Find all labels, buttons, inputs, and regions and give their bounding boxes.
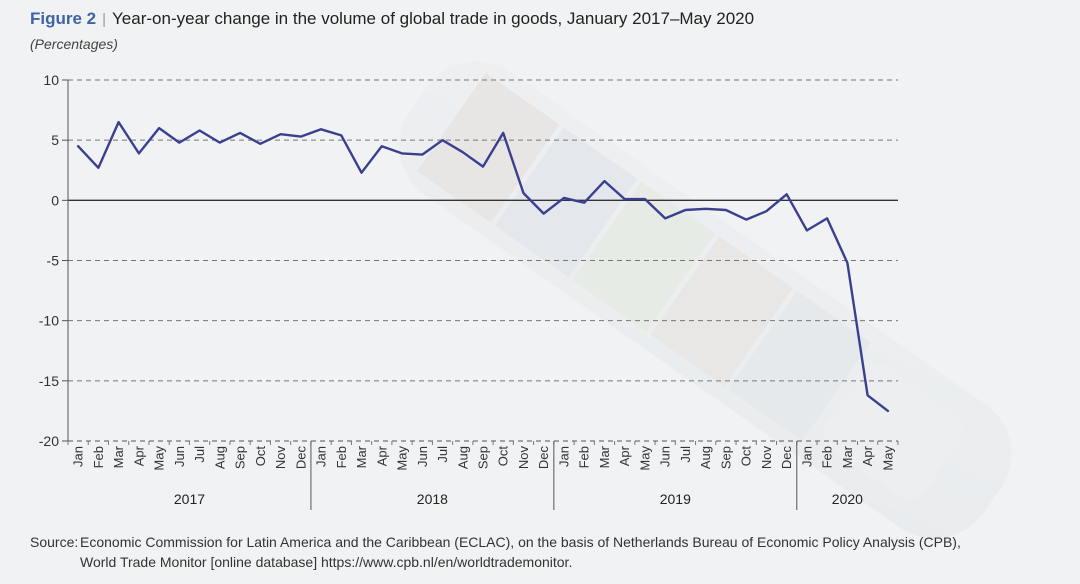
month-label: Sep	[476, 446, 491, 469]
month-label: Jul	[678, 446, 693, 463]
month-label: Apr	[617, 445, 632, 466]
month-label: May	[637, 446, 652, 471]
figure-label: Figure 2	[30, 9, 97, 28]
month-label: Feb	[91, 446, 106, 468]
tick-label-layer: 10 5 0 -5 -10 -15 -20 Jan Feb Mar Apr May Jun Jul Aug S…	[39, 72, 896, 507]
month-label: Dec	[536, 446, 551, 470]
y-tick-label: -5	[47, 253, 60, 269]
month-label: May	[880, 446, 895, 471]
month-label: Jul	[435, 446, 450, 463]
month-label: Nov	[273, 446, 288, 470]
month-label: Jun	[415, 446, 430, 467]
month-label: Jan	[314, 446, 329, 467]
month-label: May	[152, 446, 167, 471]
month-label: Nov	[759, 446, 774, 470]
month-label: Mar	[354, 445, 369, 468]
month-label: Jul	[192, 446, 207, 463]
month-label: Aug	[212, 446, 227, 469]
series-line	[76, 120, 890, 413]
y-tick-label: 5	[51, 132, 59, 148]
grid-layer	[68, 79, 898, 382]
axis-layer	[62, 79, 899, 510]
source-line-1: Economic Commission for Latin America an…	[80, 534, 961, 550]
source-label: Source:	[30, 534, 79, 550]
month-label: Mar	[111, 445, 126, 468]
year-label: 2019	[660, 491, 691, 507]
month-label: Jun	[172, 446, 187, 467]
month-label: Sep	[718, 446, 733, 469]
month-label: Feb	[334, 446, 349, 468]
month-label: Jun	[658, 446, 673, 467]
y-tick-label: -10	[39, 313, 59, 329]
y-tick-label: -20	[39, 433, 59, 449]
month-label: Jan	[556, 446, 571, 467]
figure-title: Year-on-year change in the volume of glo…	[112, 9, 755, 28]
y-tick-label: -15	[39, 373, 59, 389]
year-label: 2020	[832, 491, 863, 507]
month-label: Jan	[71, 446, 86, 467]
series-layer	[76, 120, 890, 413]
month-label: Jan	[799, 446, 814, 467]
month-label: Apr	[374, 445, 389, 466]
month-label: Aug	[455, 446, 470, 469]
month-label: Feb	[577, 446, 592, 468]
month-label: Feb	[820, 446, 835, 468]
month-label: May	[395, 446, 410, 471]
month-label: Apr	[860, 445, 875, 466]
figure-separator: |	[102, 11, 107, 28]
y-tick-label: 10	[43, 72, 59, 88]
figure-header: Figure 2 | Year-on-year change in the volu…	[30, 9, 754, 29]
y-tick-label: 0	[51, 192, 59, 208]
year-label: 2018	[417, 491, 448, 507]
month-label: Mar	[840, 445, 855, 468]
source-note: Source: Economic Commission for Latin Ame…	[30, 532, 1070, 572]
month-label: Oct	[496, 446, 511, 467]
month-label: Oct	[739, 446, 754, 467]
year-label: 2017	[174, 491, 205, 507]
month-label: Dec	[293, 446, 308, 470]
month-label: Dec	[779, 446, 794, 470]
month-label: Sep	[233, 446, 248, 469]
source-line-2: World Trade Monitor [online database] ht…	[80, 554, 573, 570]
figure-subtitle: (Percentages)	[30, 36, 118, 52]
month-label: Apr	[131, 445, 146, 466]
month-label: Mar	[597, 445, 612, 468]
month-label: Aug	[698, 446, 713, 469]
month-label: Oct	[253, 446, 268, 467]
month-label: Nov	[516, 446, 531, 470]
